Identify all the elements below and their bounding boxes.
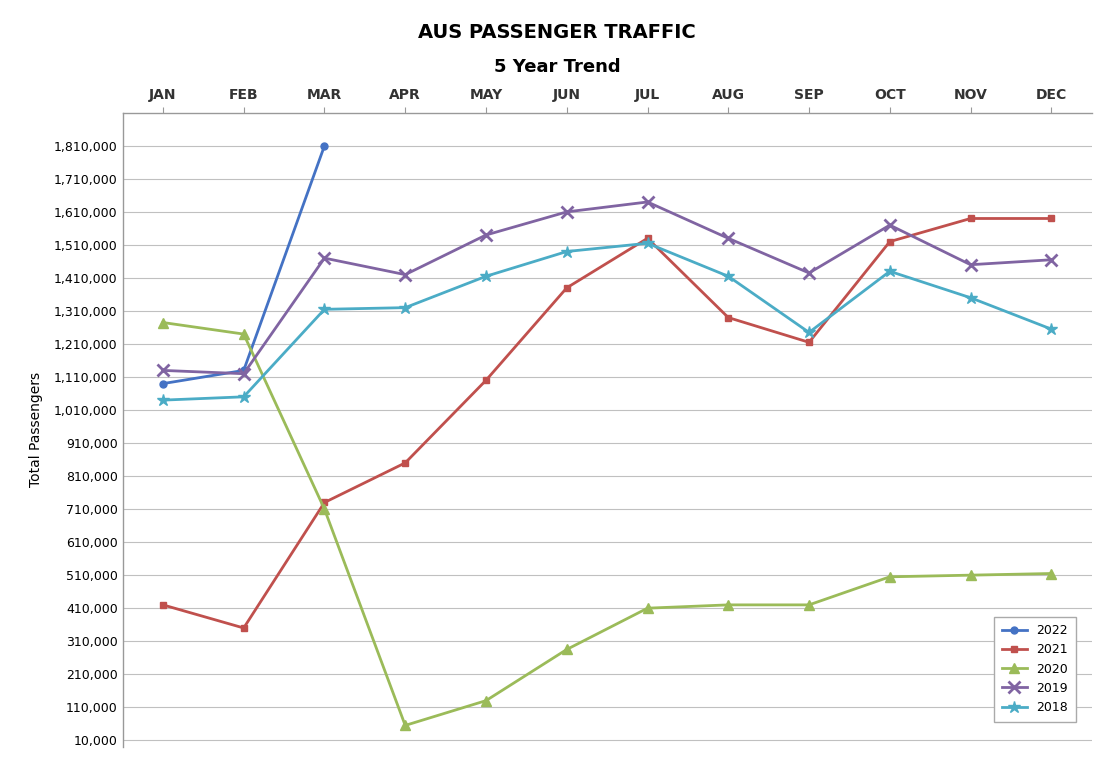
2020 xyxy=(479,696,492,706)
2021 xyxy=(560,283,574,293)
2022 xyxy=(237,366,251,375)
2021 xyxy=(317,498,331,507)
2020 xyxy=(317,504,331,513)
2018 xyxy=(964,293,977,303)
2018 xyxy=(1045,324,1058,334)
2019 xyxy=(156,366,169,375)
Line: 2021: 2021 xyxy=(159,215,1055,632)
2018 xyxy=(479,272,492,281)
2020 xyxy=(156,318,169,328)
2019 xyxy=(883,220,897,230)
2018 xyxy=(883,267,897,276)
2019 xyxy=(802,268,815,278)
2018 xyxy=(317,305,331,314)
2021 xyxy=(156,600,169,609)
2019 xyxy=(237,369,251,378)
2019 xyxy=(641,198,654,207)
Line: 2020: 2020 xyxy=(158,317,1056,731)
Line: 2019: 2019 xyxy=(157,196,1057,379)
2020 xyxy=(802,600,815,609)
2020 xyxy=(641,604,654,613)
2020 xyxy=(722,600,735,609)
2020 xyxy=(964,570,977,580)
2019 xyxy=(317,254,331,263)
2021 xyxy=(479,376,492,385)
2021 xyxy=(964,214,977,223)
2021 xyxy=(883,237,897,247)
2021 xyxy=(722,313,735,322)
2022 xyxy=(317,141,331,150)
Text: AUS PASSENGER TRAFFIC: AUS PASSENGER TRAFFIC xyxy=(418,23,696,42)
2018 xyxy=(641,239,654,248)
2018 xyxy=(237,392,251,401)
2020 xyxy=(399,720,412,730)
Line: 2022: 2022 xyxy=(159,142,328,387)
2019 xyxy=(560,207,574,216)
2018 xyxy=(156,395,169,405)
2018 xyxy=(722,272,735,281)
2021 xyxy=(802,338,815,347)
2021 xyxy=(237,623,251,633)
2018 xyxy=(399,303,412,312)
2022 xyxy=(156,379,169,388)
2018 xyxy=(802,328,815,337)
2020 xyxy=(237,329,251,338)
2021 xyxy=(641,233,654,243)
Line: 2018: 2018 xyxy=(157,237,1057,406)
Text: 5 Year Trend: 5 Year Trend xyxy=(494,58,620,76)
2018 xyxy=(560,247,574,256)
2019 xyxy=(722,233,735,243)
2020 xyxy=(883,572,897,581)
2021 xyxy=(1045,214,1058,223)
2019 xyxy=(1045,255,1058,265)
Legend: 2022, 2021, 2020, 2019, 2018: 2022, 2021, 2020, 2019, 2018 xyxy=(994,617,1076,722)
2019 xyxy=(479,230,492,240)
2020 xyxy=(1045,569,1058,578)
2021 xyxy=(399,458,412,468)
2019 xyxy=(399,270,412,279)
2020 xyxy=(560,645,574,654)
Y-axis label: Total Passengers: Total Passengers xyxy=(29,373,42,487)
2019 xyxy=(964,260,977,269)
